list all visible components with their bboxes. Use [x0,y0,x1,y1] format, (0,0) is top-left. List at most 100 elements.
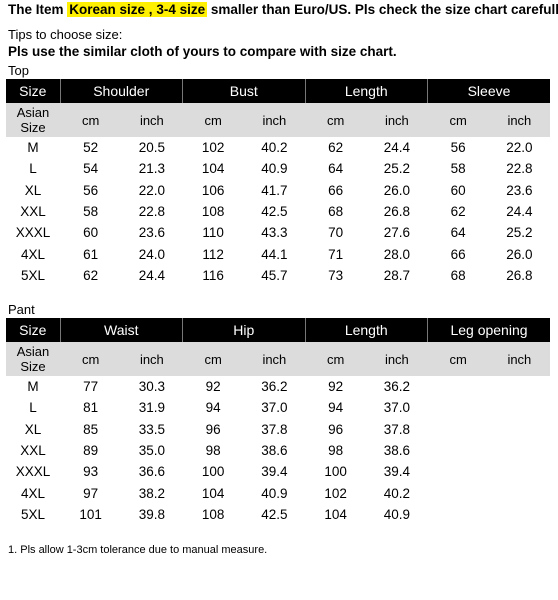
column-header: Size [6,318,61,342]
column-header: Size [6,79,61,103]
size-cell: L [29,161,37,177]
unit-label: cm [60,342,122,376]
measure-cell: 36.6 [138,464,166,480]
measure-cell: 94 [205,400,221,416]
column-header: Length [305,318,428,342]
measure-cell: 25.2 [383,161,411,177]
measure-cell: 102 [324,485,347,501]
measure-cell: 37.0 [261,400,288,416]
notice-highlight: Korean size , 3-4 size [67,2,208,17]
measure-cell: 110 [202,225,224,241]
measure-cell: 36.2 [383,379,411,395]
measure-cell: 21.3 [138,161,166,177]
measure-cell: 89 [83,443,99,459]
measure-cell: 96 [328,421,344,437]
measure-cell: 39.4 [383,464,411,480]
measure-cell: 31.9 [138,400,166,416]
measure-cell: 38.6 [383,443,411,459]
measure-cell: 68 [328,204,344,220]
size-cell: M [27,140,39,156]
pant-section-label: Pant [8,302,35,317]
notice-title: The Item Korean size , 3-4 size smaller … [8,2,558,17]
measure-cell: 36.2 [261,379,288,395]
column-header: Leg opening [427,318,550,342]
measure-cell [428,461,489,482]
measure-cell: 108 [201,204,225,220]
size-cell: XXL [20,204,46,220]
unit-label: inch [366,103,428,137]
measure-cell: 62 [83,267,99,283]
table-row: 4XL 97 38.2 104 40.9 102 40.2 [6,482,550,503]
measure-cell: 64 [450,225,466,241]
measure-cell: 104 [201,161,225,177]
size-cell: 5XL [20,267,46,283]
table-row: L 81 31.9 94 37.0 94 37.0 [6,397,550,418]
measure-cell: 26.0 [383,182,411,198]
measure-cell [428,482,489,503]
top-size-table: Size Shoulder Bust Length Sleeve Asian Size cm i… [6,79,550,286]
measure-cell: 108 [201,506,225,522]
measure-cell [428,504,489,525]
measure-cell: 101 [79,506,102,522]
measure-cell: 26.0 [506,246,533,262]
unit-label: inch [243,103,305,137]
measure-cell: 56 [83,182,99,198]
size-cell: XXXL [15,464,51,480]
measure-cell: 104 [201,485,225,501]
size-cell: 4XL [20,246,46,262]
measure-cell: 71 [328,246,344,262]
measure-cell: 37.0 [383,400,411,416]
pant-unit-row: Asian Size cm inch cm inch cm inch cm inch [6,342,550,376]
measure-cell: 106 [201,182,225,198]
unit-label: cm [305,103,367,137]
unit-label: inch [243,342,305,376]
measure-cell: 22.8 [506,161,533,177]
measure-cell: 97 [83,485,99,501]
measure-cell [489,482,550,503]
top-header-row: Size Shoulder Bust Length Sleeve [6,79,550,103]
measure-cell: 38.6 [261,443,288,459]
measure-cell: 22.0 [506,140,533,156]
unit-label: inch [488,342,550,376]
measure-cell [428,397,489,418]
measure-cell: 22.8 [138,204,166,220]
notice-suffix: smaller than Euro/US. Pls check the size… [210,2,558,17]
measure-cell: 66 [328,182,344,198]
measure-cell: 96 [205,421,221,437]
size-cell: XXXL [15,225,51,241]
measure-cell: 116 [202,267,224,283]
measure-cell: 24.4 [506,204,533,220]
measure-cell [489,397,550,418]
asian-size-label: Asian Size [6,342,60,376]
column-header: Sleeve [427,79,550,103]
measure-cell: 60 [450,182,466,198]
table-row: M 52 20.5 102 40.2 62 24.4 56 22.0 [6,137,550,158]
measure-cell: 41.7 [261,182,288,198]
measure-cell [489,504,550,525]
size-cell: XL [24,182,42,198]
measure-cell: 58 [450,161,466,177]
unit-label: cm [60,103,122,137]
measure-cell [428,440,489,461]
measure-cell: 30.3 [138,379,166,395]
measure-cell: 64 [328,161,344,177]
measure-cell: 39.8 [138,506,166,522]
unit-label: inch [121,342,183,376]
unit-label: inch [121,103,183,137]
measure-cell: 44.1 [261,246,288,262]
unit-label: inch [488,103,550,137]
measure-cell: 42.5 [261,204,288,220]
size-cell: 5XL [20,506,46,522]
asian-size-label: Asian Size [6,103,60,137]
measure-cell: 26.8 [506,267,533,283]
measure-cell: 35.0 [138,443,166,459]
size-cell: XL [24,421,42,437]
measure-cell: 25.2 [506,225,533,241]
table-row: M 77 30.3 92 36.2 92 36.2 [6,376,550,397]
measure-cell: 24.4 [383,140,411,156]
column-header: Bust [182,79,306,103]
measure-cell: 112 [202,246,224,262]
measure-cell: 45.7 [261,267,288,283]
top-unit-row: Asian Size cm inch cm inch cm inch cm inch [6,103,550,137]
pant-header-row: Size Waist Hip Length Leg opening [6,318,550,342]
